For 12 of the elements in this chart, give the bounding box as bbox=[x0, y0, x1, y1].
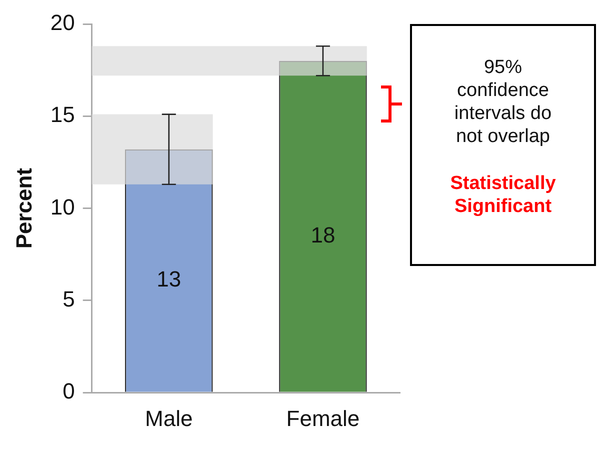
x-tick-label: Female bbox=[286, 406, 360, 431]
data-label: 13 bbox=[156, 266, 182, 292]
y-tick-label: 20 bbox=[50, 10, 75, 36]
data-label: 18 bbox=[310, 222, 336, 248]
text: 95% confidence intervals do not overlap bbox=[453, 56, 553, 148]
y-tick-label: 15 bbox=[50, 102, 75, 128]
y-tick-label: 5 bbox=[62, 286, 75, 312]
x-tick-label: Male bbox=[145, 406, 193, 431]
y-tick-label: 0 bbox=[62, 378, 75, 404]
text: Statistically Significant bbox=[449, 172, 557, 218]
y-axis-title: Percent bbox=[11, 167, 36, 249]
y-tick-label: 10 bbox=[50, 194, 75, 220]
